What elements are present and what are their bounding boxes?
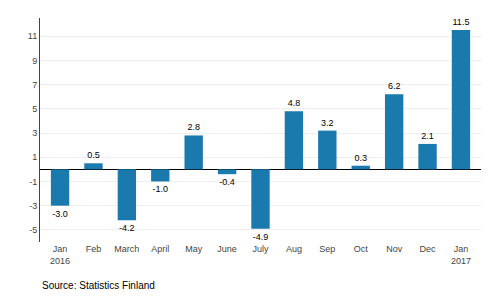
svg-text:-4.9: -4.9 bbox=[253, 232, 269, 242]
svg-text:2.8: 2.8 bbox=[187, 122, 200, 132]
svg-text:-1: -1 bbox=[29, 177, 37, 187]
svg-text:July: July bbox=[252, 244, 269, 254]
svg-text:11: 11 bbox=[28, 31, 37, 41]
svg-text:-0.4: -0.4 bbox=[219, 177, 235, 187]
svg-text:6.2: 6.2 bbox=[388, 81, 401, 91]
svg-text:May: May bbox=[185, 244, 203, 254]
svg-text:March: March bbox=[114, 244, 139, 254]
svg-text:3: 3 bbox=[32, 128, 37, 138]
svg-text:0.3: 0.3 bbox=[354, 153, 367, 163]
svg-text:0.5: 0.5 bbox=[87, 150, 100, 160]
svg-text:-5: -5 bbox=[29, 225, 37, 235]
svg-text:5: 5 bbox=[32, 104, 37, 114]
svg-text:April: April bbox=[151, 244, 169, 254]
svg-text:4.8: 4.8 bbox=[288, 98, 301, 108]
svg-text:Sep: Sep bbox=[319, 244, 335, 254]
svg-text:11.5: 11.5 bbox=[453, 17, 470, 27]
svg-text:June: June bbox=[217, 244, 237, 254]
svg-text:-3.0: -3.0 bbox=[52, 209, 68, 219]
svg-text:2.1: 2.1 bbox=[421, 131, 434, 141]
svg-text:3.2: 3.2 bbox=[321, 118, 334, 128]
svg-text:-4.2: -4.2 bbox=[119, 223, 135, 233]
svg-text:-3: -3 bbox=[29, 201, 37, 211]
svg-text:-1.0: -1.0 bbox=[153, 184, 169, 194]
svg-text:1: 1 bbox=[32, 152, 37, 162]
svg-text:Jan2017: Jan2017 bbox=[451, 244, 471, 266]
svg-text:Dec: Dec bbox=[420, 244, 437, 254]
svg-text:Feb: Feb bbox=[86, 244, 102, 254]
svg-text:9: 9 bbox=[32, 56, 37, 66]
svg-text:Oct: Oct bbox=[354, 244, 369, 254]
svg-text:Nov: Nov bbox=[386, 244, 403, 254]
svg-text:Aug: Aug bbox=[286, 244, 302, 254]
svg-text:7: 7 bbox=[32, 80, 37, 90]
svg-text:Source: Statistics Finland: Source: Statistics Finland bbox=[42, 280, 155, 291]
svg-text:Jan2016: Jan2016 bbox=[50, 244, 70, 266]
